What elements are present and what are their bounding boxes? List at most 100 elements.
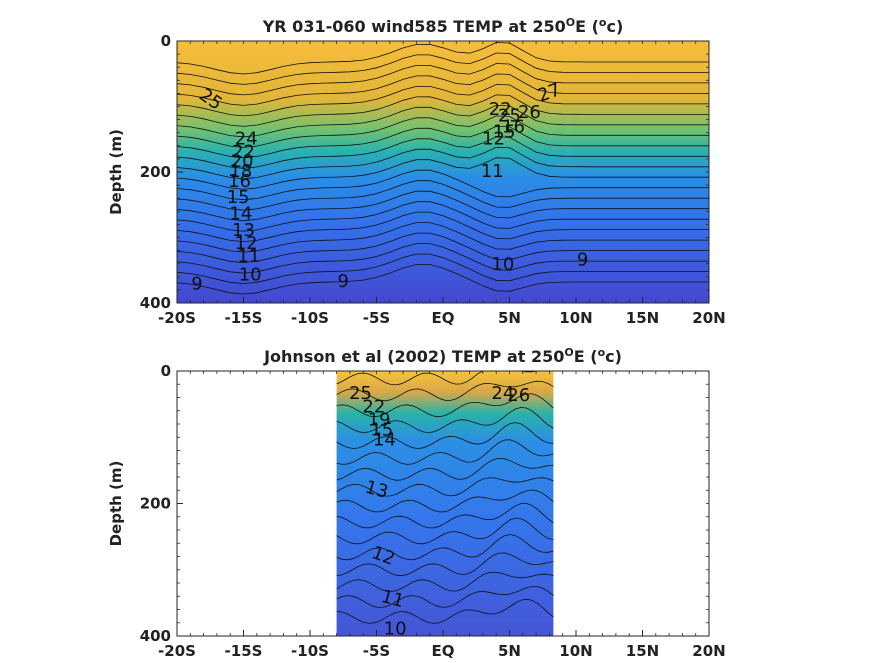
title-text: c) [605,347,622,366]
contour-line [336,586,554,608]
contour-line [336,552,554,577]
contour-line [336,489,554,513]
contour-line [176,52,709,85]
title-superscript: O [564,346,573,359]
chart-title: Johnson et al (2002) TEMP at 250OE (oc) [263,346,622,366]
x-tick-label: -15S [225,309,263,327]
contour-label: 10 [384,618,407,639]
contour-label: 13 [232,220,255,241]
contour-label: 18 [229,161,252,182]
y-tick-label: 200 [140,163,171,181]
contour-line [176,73,709,106]
contour-line [176,136,709,169]
x-tick-label: 20N [692,642,725,660]
contour-label: 10 [239,264,262,285]
contour-label: 26 [518,102,541,123]
x-tick-label: 10N [559,309,592,327]
contour-label: 15 [493,122,516,143]
title-text: E ( [575,17,599,36]
contour-line [176,169,709,201]
title-text: Johnson et al (2002) TEMP at 250 [263,347,564,366]
title-superscript: o [598,346,606,359]
y-axis-label: Depth (m) [107,129,125,215]
contour-line [336,598,554,624]
contour-line [176,94,709,127]
contour-line [336,477,554,497]
contour-line [176,42,709,75]
contour-line [336,380,554,402]
contour-label: 11 [481,161,504,182]
y-tick-label: 200 [140,495,171,513]
x-tick-label: 5N [498,309,521,327]
contour-label: 19 [368,410,391,431]
contour-label: 24 [491,383,514,404]
title-superscript: o [599,16,607,29]
y-axis-label: Depth (m) [107,461,125,547]
y-tick-label: 0 [161,362,171,380]
x-tick-label: -10S [291,309,329,327]
contour-line [336,517,554,545]
x-tick-label: 10N [559,642,592,660]
y-tick-label: 0 [161,32,171,50]
contour-line [176,104,709,138]
contour-label: 9 [191,274,202,295]
contour-label: 25 [498,105,521,126]
contour-label: 11 [237,246,260,267]
contour-label: 26 [507,385,530,406]
contour-line [176,232,709,264]
contour-label: 12 [235,233,258,254]
contour-line [176,190,709,222]
contour-label: 15 [370,420,393,441]
title-text: E ( [574,347,598,366]
x-tick-label: -20S [158,309,196,327]
contour-line [336,439,554,465]
contour-line [336,571,554,593]
contour-line [336,422,554,449]
contour-label: 25 [349,383,372,404]
contour-label: 12 [482,128,505,149]
contour-label: 16 [502,116,525,137]
x-tick-label: -5S [363,309,390,327]
contour-label: 14 [229,204,252,225]
contour-label: 14 [373,430,396,451]
y-tick-label: 400 [140,294,171,312]
contour-label: 16 [228,171,251,192]
x-tick-label: 15N [626,309,659,327]
x-tick-label: 15N [626,642,659,660]
contour-label: 20 [231,151,254,172]
contour-line [176,264,709,295]
title-text: c) [606,17,623,36]
contour-line [176,180,709,211]
contour-line [176,146,709,180]
contour-line [176,125,709,159]
contour-label: 10 [491,254,514,275]
chart-title: YR 031-060 wind585 TEMP at 250OE (oc) [262,16,624,36]
contour-label: 9 [338,271,349,292]
contour-label: 9 [577,249,588,270]
x-tick-label: -10S [291,642,329,660]
contour-line [176,243,709,274]
contour-label: 22 [489,99,512,120]
title-superscript: O [566,16,575,29]
contour-line [176,63,709,96]
contour-line [176,84,709,117]
contour-line [336,457,554,481]
x-tick-label: 20N [692,309,725,327]
contour-line [336,406,554,434]
contour-line [336,393,554,418]
title-text: YR 031-060 wind585 TEMP at 250 [262,17,566,36]
contour-line [176,211,709,243]
contour-line [176,115,709,148]
contour-line [176,201,709,232]
contour-line [176,253,709,285]
contour-label: 24 [235,128,258,149]
contour-line [336,502,554,529]
contour-line [336,534,554,561]
x-tick-label: EQ [432,642,455,660]
x-tick-label: -5S [363,642,390,660]
x-tick-label: 5N [498,642,521,660]
x-tick-label: -15S [225,642,263,660]
contour-label: 22 [232,141,255,162]
x-tick-label: EQ [432,309,455,327]
